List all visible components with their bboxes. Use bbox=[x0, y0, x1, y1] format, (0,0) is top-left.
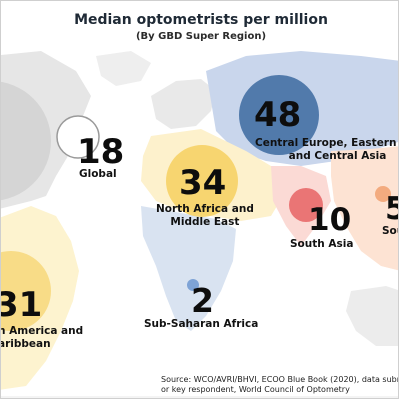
bubble-central-europe bbox=[239, 75, 319, 155]
bubble-southeast-asia bbox=[375, 186, 391, 202]
label-southeast-asia: Sou bbox=[382, 225, 398, 237]
label-south-asia: South Asia bbox=[290, 238, 354, 250]
landmass-east-asia bbox=[331, 146, 398, 271]
bubble-south-asia bbox=[289, 188, 323, 222]
bubble-sub-saharan bbox=[187, 279, 199, 291]
label-global: Global bbox=[79, 168, 117, 180]
value-north-africa: 34 bbox=[179, 163, 227, 203]
value-central-europe: 48 bbox=[254, 95, 302, 135]
bubble-global bbox=[56, 115, 100, 159]
bubble-high-income bbox=[1, 81, 51, 201]
landmass-southern-edge bbox=[1, 396, 398, 398]
source-note: Source: WCO/AVRI/BHVI, ECOO Blue Book (2… bbox=[161, 375, 398, 394]
map-subtitle: (By GBD Super Region) bbox=[135, 31, 267, 42]
landmass-western-europe bbox=[151, 79, 216, 129]
map-title: Median optometrists per million bbox=[74, 12, 328, 28]
landmass-greenland bbox=[96, 51, 151, 86]
label-latin-america: n America and aribbean bbox=[0, 325, 84, 350]
value-global: 18 bbox=[77, 132, 125, 172]
value-sub-saharan: 2 bbox=[191, 281, 214, 320]
landmass-sub-saharan-africa bbox=[141, 206, 236, 331]
value-latin-america: 31 bbox=[1, 285, 43, 325]
landmass-australia bbox=[346, 286, 398, 346]
bubble-north-africa bbox=[166, 145, 238, 217]
label-north-africa: North Africa and Middle East bbox=[156, 203, 254, 228]
label-sub-saharan: Sub-Saharan Africa bbox=[144, 318, 259, 330]
label-central-europe: Central Europe, Eastern Eur and Central … bbox=[255, 137, 397, 162]
bubble-latin-america bbox=[1, 251, 51, 331]
value-southeast-asia: 5 bbox=[385, 194, 398, 225]
value-south-asia: 10 bbox=[308, 202, 352, 238]
